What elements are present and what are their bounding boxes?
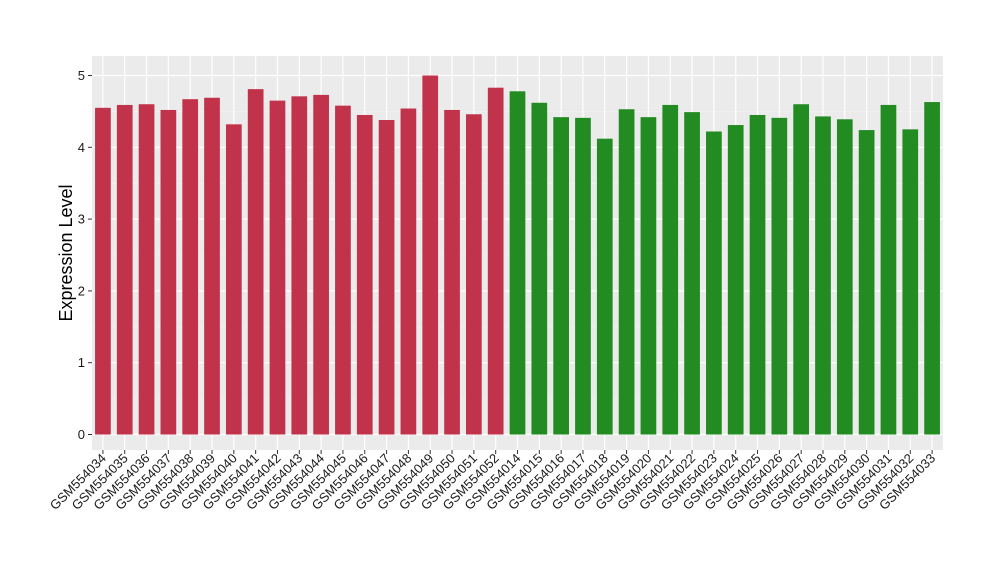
bar-GSM554037: [160, 109, 177, 435]
bar-GSM554049: [422, 75, 439, 435]
bar-GSM554035: [116, 104, 133, 435]
bar-GSM554017: [575, 117, 591, 435]
bar-GSM554041: [247, 89, 264, 435]
y-tick-label: 3: [78, 212, 85, 227]
bar-GSM554052: [487, 87, 504, 435]
bar-GSM554031: [880, 104, 897, 435]
y-axis-label: Expression Level: [56, 184, 76, 321]
bar-GSM554028: [815, 116, 831, 435]
bar-GSM554048: [400, 108, 417, 435]
bar-GSM554033: [924, 102, 940, 435]
bar-GSM554038: [182, 99, 199, 435]
y-tick-label: 2: [78, 283, 85, 298]
bar-GSM554027: [793, 104, 810, 435]
bar-GSM554023: [706, 131, 722, 435]
bar-GSM554022: [684, 112, 700, 435]
bar-GSM554050: [444, 109, 460, 435]
bar-GSM554018: [596, 138, 613, 435]
bar-GSM554051: [466, 114, 482, 435]
bar-GSM554036: [138, 104, 155, 435]
y-tick-label: 0: [78, 427, 85, 442]
y-tick-label: 1: [78, 355, 85, 370]
bar-GSM554026: [771, 117, 788, 435]
bar-GSM554040: [225, 124, 242, 435]
bar-GSM554044: [313, 94, 329, 435]
bar-GSM554015: [531, 102, 548, 435]
bar-GSM554029: [836, 119, 853, 435]
y-axis: 0 1 2 3 4 5: [78, 68, 92, 442]
bar-GSM554043: [291, 96, 308, 435]
bar-GSM554045: [335, 105, 351, 435]
bar-GSM554042: [269, 100, 286, 435]
bar-GSM554020: [640, 117, 657, 435]
bars: [95, 75, 940, 435]
bar-GSM554047: [378, 120, 395, 435]
y-tick-label: 5: [78, 68, 85, 83]
bar-GSM554019: [618, 109, 635, 435]
bar-GSM554039: [204, 97, 220, 435]
bar-GSM554025: [749, 114, 766, 435]
bar-GSM554046: [356, 114, 373, 435]
bar-GSM554030: [858, 130, 875, 435]
bar-GSM554032: [902, 129, 919, 435]
x-axis: GSM554034GSM554035GSM554036GSM554037GSM5…: [47, 450, 938, 513]
bar-GSM554021: [662, 104, 679, 435]
bar-GSM554034: [95, 107, 111, 435]
bar-GSM554014: [509, 91, 526, 435]
bar-GSM554016: [553, 117, 569, 435]
bar-GSM554024: [727, 125, 744, 435]
y-tick-label: 4: [78, 140, 85, 155]
